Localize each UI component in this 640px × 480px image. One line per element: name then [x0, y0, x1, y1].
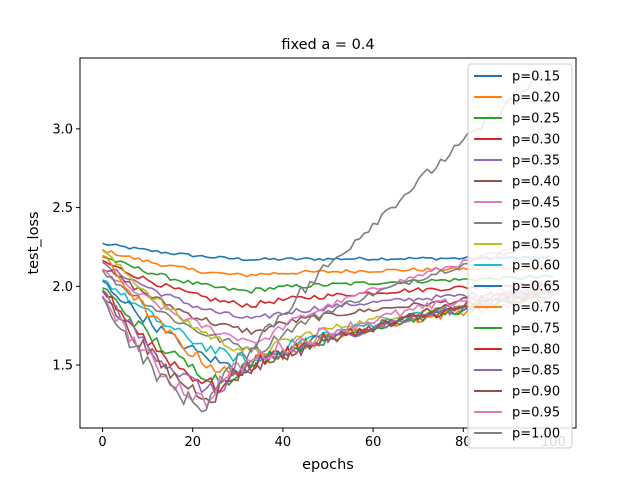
legend-label: p=0.15: [512, 70, 560, 85]
y-tick-label: 3.0: [52, 122, 73, 137]
x-tick-label: 80: [455, 435, 472, 450]
plot-frame: [79, 57, 577, 429]
legend-label: p=0.70: [512, 301, 560, 316]
legend-label: p=0.95: [512, 406, 560, 421]
x-tick-label: 0: [98, 435, 106, 450]
legend-label: p=1.00: [512, 427, 560, 442]
x-tick-label: 20: [184, 435, 201, 450]
legend-label: p=0.55: [512, 238, 560, 253]
legend-label: p=0.45: [512, 196, 560, 211]
x-axis-label: epochs: [302, 457, 354, 473]
legend-label: p=0.60: [512, 259, 560, 274]
legend-label: p=0.25: [512, 112, 560, 127]
y-tick-label: 2.5: [52, 201, 73, 216]
legend-label: p=0.80: [512, 343, 560, 358]
legend-label: p=0.65: [512, 280, 560, 295]
legend-label: p=0.75: [512, 322, 560, 337]
legend-label: p=0.40: [512, 175, 560, 190]
chart-title: fixed a = 0.4: [281, 37, 374, 53]
legend-label: p=0.85: [512, 364, 560, 379]
legend-label: p=0.90: [512, 385, 560, 400]
legend-label: p=0.50: [512, 217, 560, 232]
legend-label: p=0.30: [512, 133, 560, 148]
y-axis: 1.5 2.0 2.5 3.0: [52, 122, 80, 374]
legend-label: p=0.35: [512, 154, 560, 169]
legend-label: p=0.20: [512, 91, 560, 106]
legend: p=0.15 p=0.20 p=0.25 p=0.30 p=0.35 p=0.40 p=0.…: [467, 63, 573, 449]
x-tick-label: 40: [275, 435, 292, 450]
y-tick-label: 1.5: [52, 359, 73, 374]
x-tick-label: 60: [365, 435, 382, 450]
y-tick-label: 2.0: [52, 280, 73, 295]
y-axis-label: test_loss: [26, 211, 42, 274]
